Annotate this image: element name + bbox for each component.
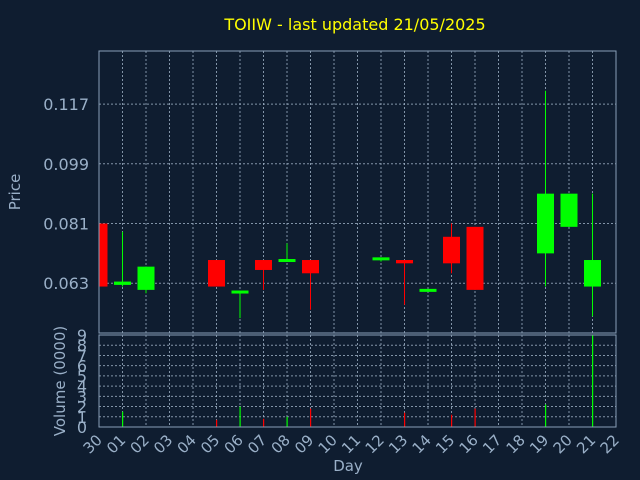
candle-06 [231,290,249,319]
candle-body [278,259,296,263]
day-tick-label: 19 [526,431,552,457]
volume-bar-16 [474,408,476,427]
volume-bar-19 [545,404,547,427]
candle-09 [302,260,319,310]
day-tick-label: 06 [221,431,247,457]
volume-bar-07 [263,418,265,427]
candle-body [560,193,578,227]
day-tick-label: 01 [103,431,129,457]
candle-19 [537,90,554,287]
price-y-ticks: 0.117 0.099 0.081 0.063 [43,95,89,293]
candles [98,90,601,319]
volume-bars [122,335,594,427]
day-tick-label: 18 [503,431,529,457]
price-tick-label: 0.063 [43,274,89,293]
volume-bar-08 [286,416,288,427]
candle-14 [419,288,437,292]
day-tick-label: 07 [244,431,270,457]
candle-body [255,260,272,270]
volume-bar-06 [239,406,241,427]
candle-body [419,288,437,292]
volume-tick-label: 7 [77,346,87,365]
volume-bar-05 [216,419,218,427]
volume-tick-label: 1 [77,408,87,427]
day-x-ticks: 3001020304050607080910111213141516171819… [80,431,623,457]
day-tick-label: 03 [150,431,176,457]
candle-15 [443,223,460,274]
day-tick-label: 16 [456,431,482,457]
candle-body [137,266,155,290]
candle-05 [208,260,225,287]
volume-bar-21 [592,335,594,427]
candle-body [537,193,554,254]
candle-01 [114,231,131,287]
day-tick-label: 02 [127,431,153,457]
volume-tick-label: 8 [77,336,87,355]
candle-body [372,257,390,261]
day-tick-label: 20 [550,431,576,457]
candle-body [443,236,460,264]
day-axis-label: Day [333,457,363,475]
price-tick-label: 0.117 [43,95,89,114]
day-tick-label: 10 [315,431,341,457]
volume-tick-label: 0 [77,418,87,437]
price-tick-label: 0.099 [43,155,89,174]
day-tick-label: 12 [362,431,388,457]
volume-tick-label: 9 [77,326,87,345]
volume-tick-label: 5 [77,367,87,386]
price-axis-label: Price [6,174,24,211]
price-plot-frame [98,50,617,334]
day-tick-label: 11 [338,431,364,457]
day-tick-label: 13 [385,431,411,457]
day-tick-label: 05 [197,431,223,457]
volume-bar-09 [310,408,312,427]
candle-body [231,290,249,294]
volume-tick-label: 4 [77,377,87,396]
candle-30 [98,223,108,287]
candle-07 [255,260,272,290]
volume-tick-label: 2 [77,398,87,417]
day-tick-label: 21 [573,431,599,457]
day-tick-label: 15 [432,431,458,457]
volume-tick-label: 3 [77,387,87,406]
candle-body [208,260,225,287]
day-tick-label: 14 [409,431,435,457]
candle-13 [396,260,413,305]
candle-body [396,260,413,264]
day-tick-label: 08 [268,431,294,457]
volume-grid [99,334,617,428]
chart-title: TOIIW - last updated 21/05/2025 [223,15,485,34]
candle-12 [372,257,390,262]
day-tick-label: 17 [479,431,505,457]
volume-axis-label: Volume (0000) [51,326,69,436]
day-tick-label: 04 [174,431,200,457]
candle-16 [466,226,484,290]
candle-02 [137,266,155,294]
candle-body [466,226,484,290]
candle-08 [278,243,296,263]
candle-body [584,260,601,287]
price-grid [99,51,617,333]
volume-tick-label: 6 [77,357,87,376]
volume-bar-13 [404,412,406,427]
candle-20 [560,193,578,227]
day-tick-label: 22 [597,431,623,457]
candle-body [114,281,131,285]
candle-21 [584,193,601,317]
candle-body [302,260,319,274]
volume-bar-01 [122,411,124,427]
volume-plot-frame [98,334,617,428]
volume-bar-15 [451,414,453,427]
day-tick-label: 09 [291,431,317,457]
candle-body [99,223,108,287]
price-tick-label: 0.081 [43,215,89,234]
